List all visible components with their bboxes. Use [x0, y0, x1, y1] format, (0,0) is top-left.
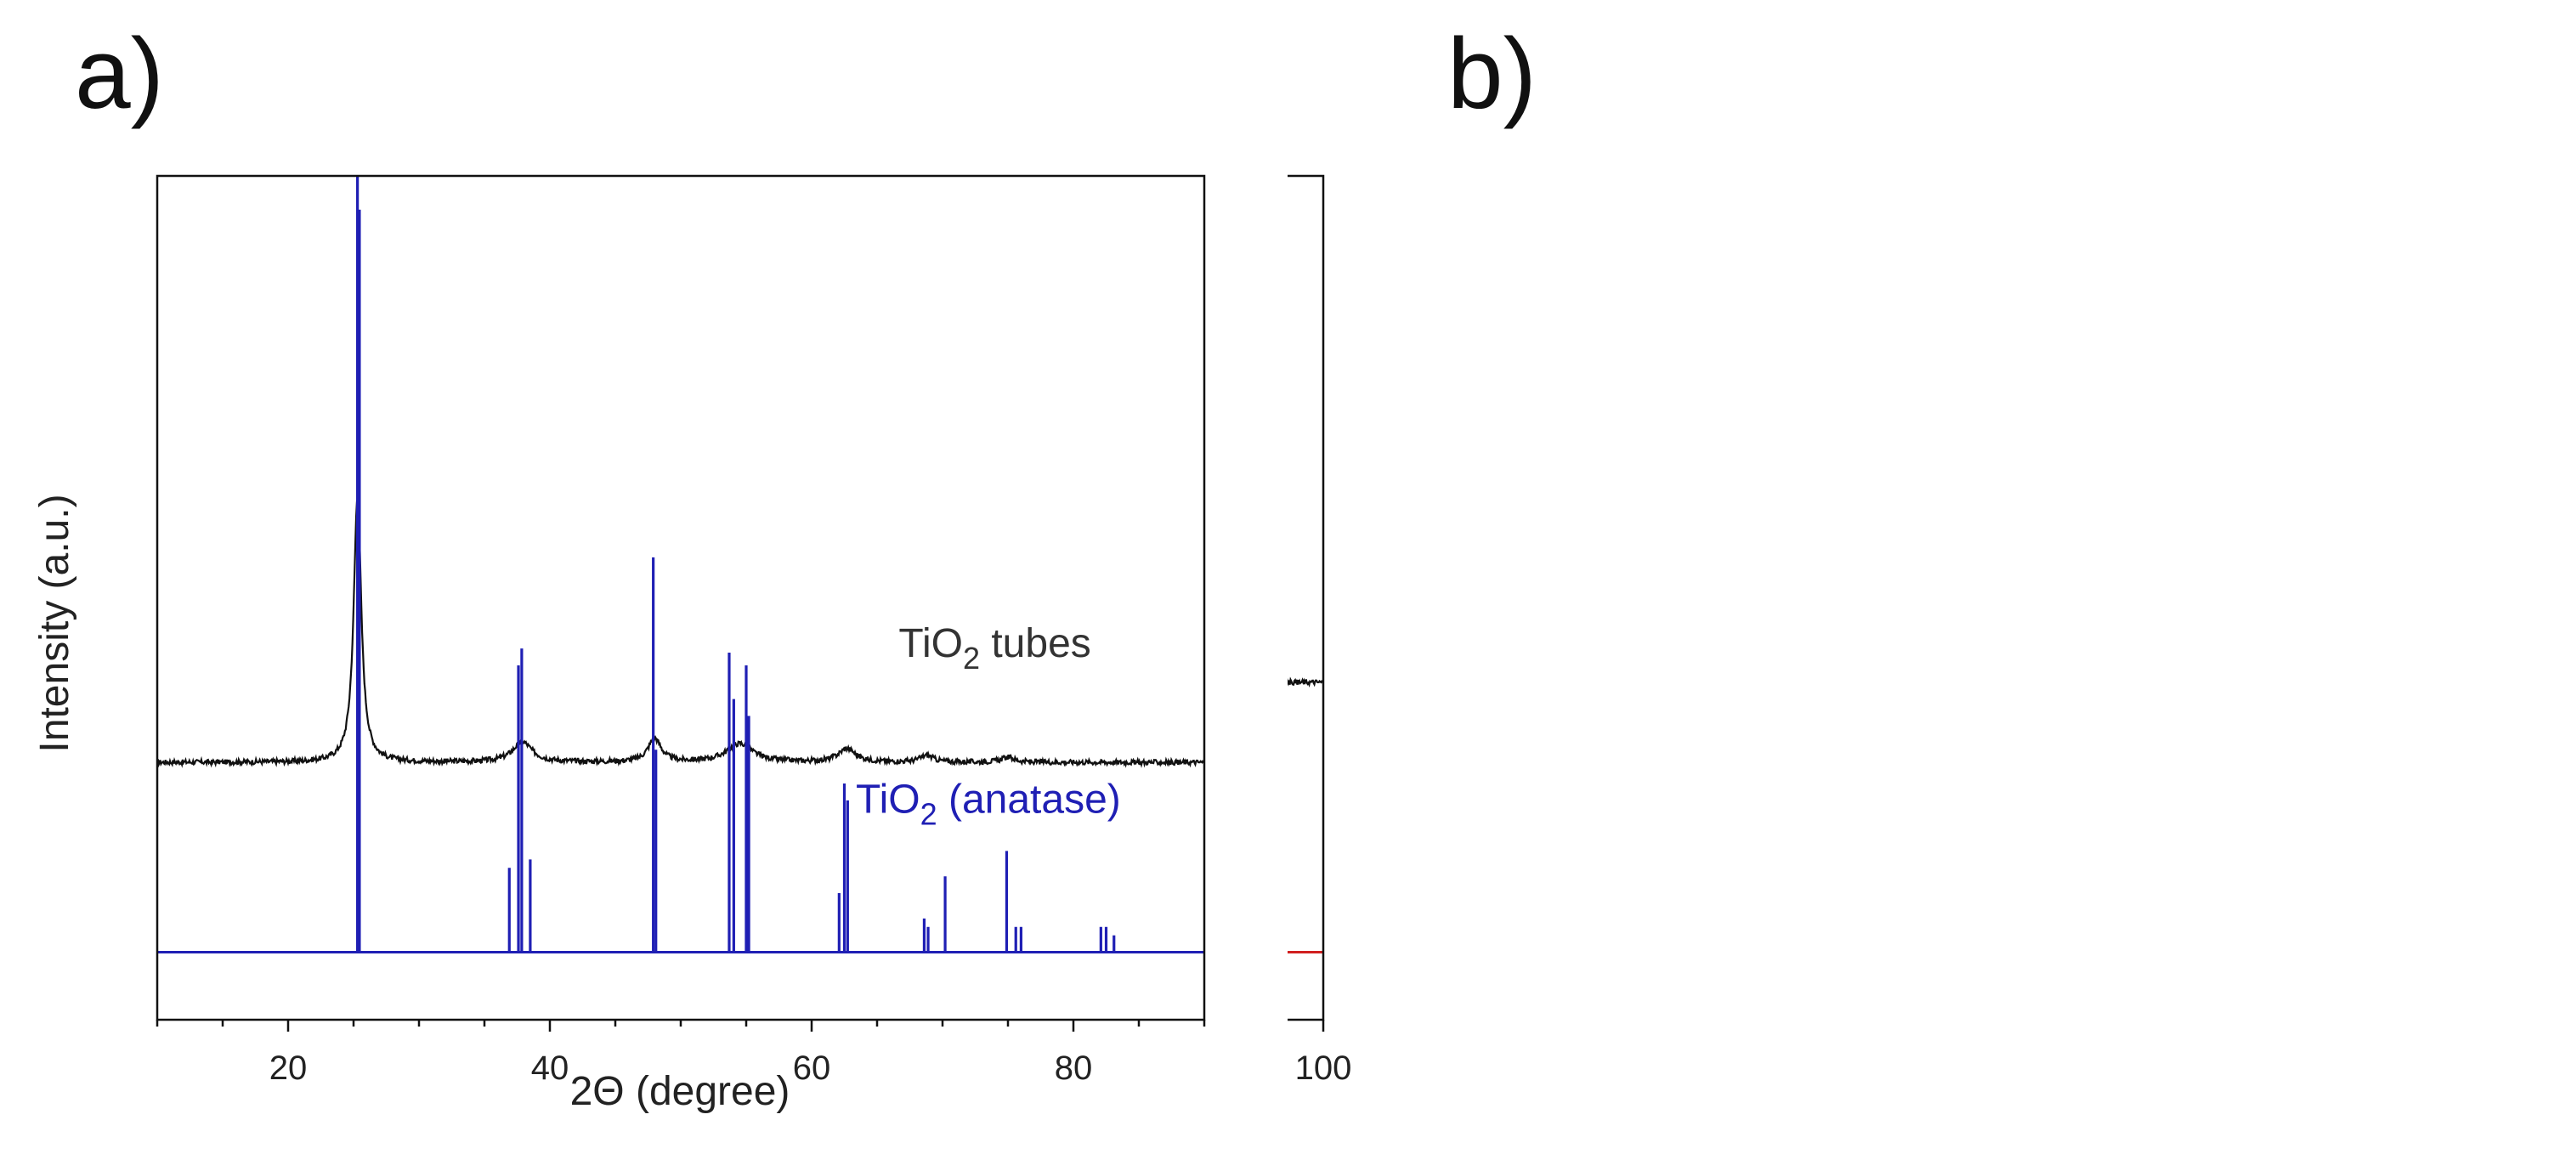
x-tick-label: 80: [1055, 1049, 1093, 1087]
series-tin-tubes: [1288, 676, 1325, 687]
y-axis-label: Intensity (a.u.): [32, 494, 77, 752]
plot-frame: [156, 174, 1206, 1021]
series-line: [1288, 676, 1325, 687]
x-tick-label: 40: [531, 1049, 569, 1087]
panel-letter-b: b): [1447, 18, 1537, 130]
panel-letter-a: a): [75, 18, 164, 130]
series-tin: [1288, 951, 1323, 954]
panel-a: a) 20 40 60 80 2Θ (degree) Intensity (a.u.) Ti…: [0, 0, 1275, 1154]
series-annotation: TiO2 tubes: [898, 621, 1090, 676]
x-tick-label: 20: [269, 1049, 308, 1087]
series-tio2-tubes: [156, 499, 1206, 768]
series-annotation: TiO2 (anatase): [856, 778, 1121, 832]
series-line: [156, 499, 1206, 768]
xrd-chart-a: 20 40 60 80 2Θ (degree) Intensity (a.u.) TiO2 …: [32, 174, 1206, 1114]
plot-frame: [1288, 174, 1325, 1021]
panel-b: b) 204060801002Θ (degree)Intensity (a.u.…: [1288, 0, 2576, 1154]
series-tio2-anatase-: [157, 176, 1204, 954]
x-axis-label: 2Θ (degree): [570, 1069, 790, 1114]
x-tick-label: 60: [793, 1049, 831, 1087]
x-tick-label: 100: [1295, 1049, 1352, 1087]
xrd-chart-b: 204060801002Θ (degree)Intensity (a.u.)Ti…: [1288, 174, 1352, 1087]
